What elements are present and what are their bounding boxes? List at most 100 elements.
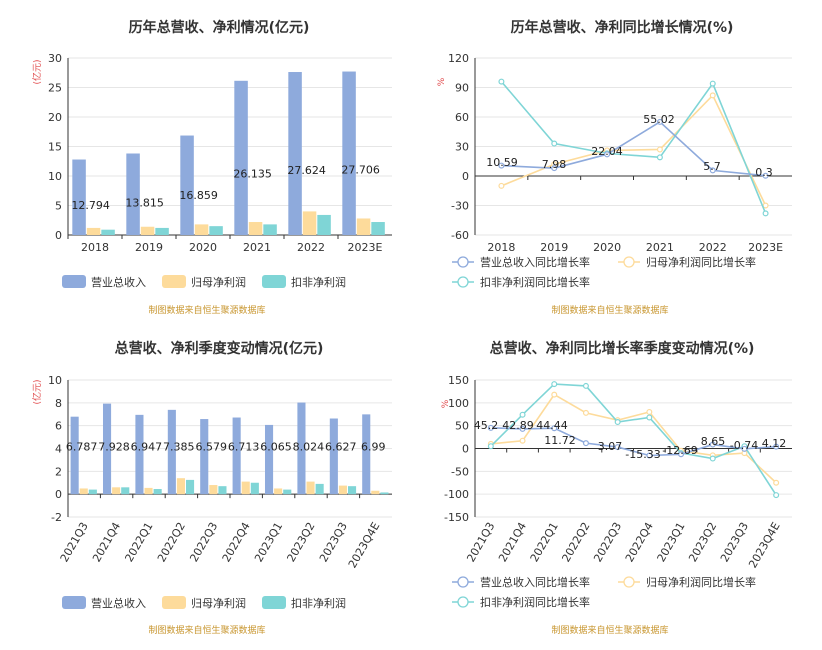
data-label: 12.794 xyxy=(71,199,110,212)
y-tick-label: -100 xyxy=(444,488,469,501)
data-point xyxy=(762,210,769,217)
series-line xyxy=(500,81,767,214)
y-tick-label: 0 xyxy=(462,170,469,183)
bar xyxy=(371,490,380,495)
bar xyxy=(112,487,121,495)
data-point xyxy=(582,382,589,389)
data-point xyxy=(656,146,663,153)
bar xyxy=(241,481,250,495)
data-point xyxy=(551,391,558,398)
bar xyxy=(209,485,218,495)
y-tick-label: 150 xyxy=(448,374,469,387)
legend-item: 营业总收入 xyxy=(62,275,146,289)
x-tick-label: 2023Q3 xyxy=(718,520,751,564)
bar xyxy=(356,218,371,235)
data-label: 0.3 xyxy=(755,166,773,179)
data-point xyxy=(519,425,526,432)
bar xyxy=(380,492,389,495)
data-point xyxy=(498,78,505,85)
bar xyxy=(232,417,241,495)
y-tick-label: 90 xyxy=(455,82,469,95)
data-point xyxy=(709,80,716,87)
legend-marker xyxy=(457,596,469,608)
legend-label: 营业总收入同比增长率 xyxy=(480,255,590,269)
x-tick-label: 2023Q4E xyxy=(746,520,783,570)
data-label: -15.33 xyxy=(625,448,660,461)
bar xyxy=(306,481,315,495)
legend-item: 营业总收入 xyxy=(62,596,146,610)
y-tick-label: -50 xyxy=(451,465,469,478)
legend-swatch xyxy=(62,275,86,288)
y-tick-label: 4 xyxy=(55,443,62,456)
data-point xyxy=(551,140,558,147)
x-tick-label: 2022Q4 xyxy=(220,520,253,564)
x-tick-label: 2022 xyxy=(699,241,727,254)
bar xyxy=(283,489,292,495)
data-point xyxy=(709,92,716,99)
y-tick-label: 2 xyxy=(55,465,62,478)
data-label: 6.627 xyxy=(325,441,357,454)
data-point xyxy=(709,441,716,448)
data-label: 6.99 xyxy=(361,441,386,454)
bar xyxy=(342,71,356,235)
legend-marker xyxy=(457,256,469,268)
bar xyxy=(248,222,263,235)
bar xyxy=(180,135,194,235)
legend-label: 扣非净利润同比增长率 xyxy=(480,595,590,609)
bar xyxy=(371,222,385,235)
data-label: 16.859 xyxy=(179,189,218,202)
x-tick-label: 2019 xyxy=(540,241,568,254)
legend-label: 归母净利润同比增长率 xyxy=(646,575,756,589)
legend-swatch xyxy=(162,275,186,288)
bar xyxy=(72,159,86,235)
data-point xyxy=(551,165,558,172)
data-point xyxy=(487,443,494,450)
unit-label: (亿元) xyxy=(31,379,43,404)
bar xyxy=(194,224,209,235)
data-point xyxy=(646,452,653,459)
x-tick-label: 2023Q3 xyxy=(317,520,350,564)
data-point xyxy=(773,479,780,486)
x-tick-label: 2023Q2 xyxy=(285,520,318,564)
bar xyxy=(347,486,357,495)
data-label: 27.706 xyxy=(341,164,380,177)
legend-item: 扣非净利润同比增长率 xyxy=(452,595,590,609)
bar xyxy=(185,479,195,495)
data-label: 22.04 xyxy=(591,145,623,158)
data-label: 6.947 xyxy=(131,441,163,454)
bar xyxy=(167,409,176,495)
x-tick-label: 2023Q4E xyxy=(346,520,383,570)
bar xyxy=(362,414,371,495)
data-point xyxy=(678,451,685,458)
bar xyxy=(121,487,130,495)
x-tick-label: 2021Q3 xyxy=(58,520,91,564)
legend-swatch xyxy=(162,596,186,609)
legend-marker xyxy=(457,276,469,288)
data-label: 7.928 xyxy=(98,441,130,454)
y-tick-label: 5 xyxy=(55,200,62,213)
data-point xyxy=(646,414,653,421)
data-point xyxy=(709,455,716,462)
x-tick-label: 2023Q1 xyxy=(252,520,285,564)
y-tick-label: 0 xyxy=(55,488,62,501)
legend-item: 扣非净利润 xyxy=(262,275,346,289)
data-point xyxy=(741,445,748,452)
data-label: 7.98 xyxy=(542,158,567,171)
bar xyxy=(274,488,283,495)
y-tick-label: 60 xyxy=(455,111,469,124)
bar xyxy=(101,229,115,235)
data-point xyxy=(582,409,589,416)
bar xyxy=(126,153,140,235)
x-tick-label: 2022Q1 xyxy=(528,520,561,564)
x-tick-label: 2018 xyxy=(487,241,515,254)
x-tick-label: 2022Q4 xyxy=(623,520,656,564)
y-tick-label: 10 xyxy=(48,170,62,183)
bar xyxy=(79,488,88,495)
data-label: 27.624 xyxy=(287,164,326,177)
data-point xyxy=(656,118,663,125)
bar xyxy=(70,416,79,495)
bar xyxy=(338,485,347,495)
bar xyxy=(288,72,302,235)
legend: 营业总收入 归母净利润 扣非净利润 xyxy=(62,596,346,610)
